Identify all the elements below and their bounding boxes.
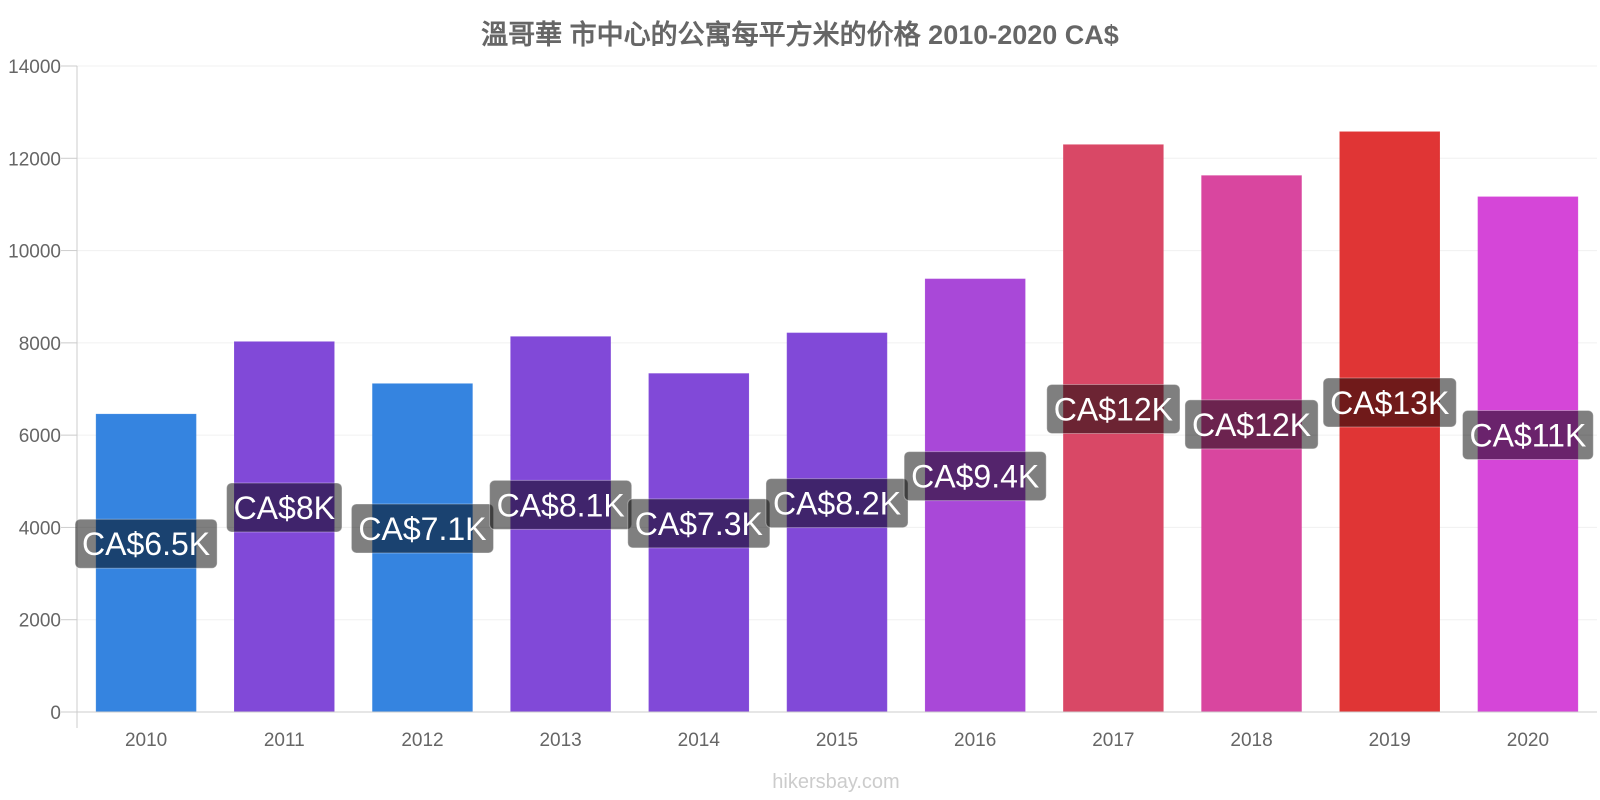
data-label-2016: CA$9.4K	[903, 451, 1047, 502]
x-tick-label: 2013	[539, 730, 581, 751]
y-tick-label: 4000	[19, 518, 61, 539]
watermark: hikersbay.com	[772, 771, 899, 793]
chart-title: 溫哥華 市中心的公寓每平方米的价格 2010-2020 CA$	[481, 19, 1119, 50]
data-label-text: CA$7.1K	[358, 511, 486, 547]
data-label-box	[765, 478, 909, 529]
y-tick-label: 10000	[8, 242, 61, 263]
x-tick-label: 2017	[1092, 730, 1134, 751]
data-label-text: CA$12K	[1054, 391, 1173, 427]
y-axis-ticks: 0 2000 4000 6000 8000 10000 12000 14000	[8, 57, 77, 724]
y-tick-label: 14000	[8, 57, 61, 78]
x-tick-label: 2020	[1507, 730, 1549, 751]
y-tick-label: 0	[50, 703, 61, 724]
data-label-text: CA$13K	[1330, 385, 1449, 421]
y-tick-label: 8000	[19, 334, 61, 355]
y-tick-label: 12000	[8, 149, 61, 170]
data-label-text: CA$8K	[234, 490, 335, 526]
x-tick-label: 2015	[816, 730, 858, 751]
x-tick-label: 2016	[954, 730, 996, 751]
data-label-text: CA$11K	[1470, 418, 1587, 454]
data-label-text: CA$8.2K	[773, 486, 901, 522]
data-label-box	[74, 518, 218, 569]
data-label-box	[903, 451, 1047, 502]
x-axis-ticks: 2010 2011 2012 2013 2014 2015 2016 2017 2018 2019…	[125, 730, 1549, 751]
x-tick-label: 2019	[1369, 730, 1411, 751]
data-label-box	[1046, 383, 1181, 434]
data-labels: CA$6.5K CA$8K CA$7.1K CA$8.1K CA$7.3K CA$8.2K…	[74, 377, 1594, 569]
data-label-2015: CA$8.2K	[765, 478, 909, 529]
x-tick-label: 2010	[125, 730, 167, 751]
data-label-text: CA$9.4K	[911, 459, 1039, 495]
data-label-2020: CA$11K	[1462, 410, 1594, 461]
data-label-2013: CA$8.1K	[489, 479, 633, 530]
data-label-box	[1322, 377, 1457, 428]
x-tick-label: 2012	[401, 730, 443, 751]
data-label-text: CA$7.3K	[635, 506, 763, 542]
y-tick-label: 6000	[19, 426, 61, 447]
data-label-text: CA$6.5K	[82, 526, 210, 562]
data-label-box	[226, 482, 343, 533]
data-label-2011: CA$8K	[226, 482, 343, 533]
data-label-2017: CA$12K	[1046, 383, 1181, 434]
data-label-box	[1184, 399, 1319, 450]
data-label-2018: CA$12K	[1184, 399, 1319, 450]
x-tick-label: 2011	[264, 730, 305, 751]
data-label-box	[1462, 410, 1594, 461]
data-label-text: CA$12K	[1192, 407, 1311, 443]
data-label-2014: CA$7.3K	[627, 498, 771, 549]
data-label-2012: CA$7.1K	[350, 503, 494, 554]
data-label-text: CA$8.1K	[497, 487, 625, 523]
data-label-2019: CA$13K	[1322, 377, 1457, 428]
x-tick-label: 2018	[1230, 730, 1272, 751]
x-tick-label: 2014	[678, 730, 721, 751]
data-label-2010: CA$6.5K	[74, 518, 218, 569]
y-tick-label: 2000	[19, 611, 61, 632]
